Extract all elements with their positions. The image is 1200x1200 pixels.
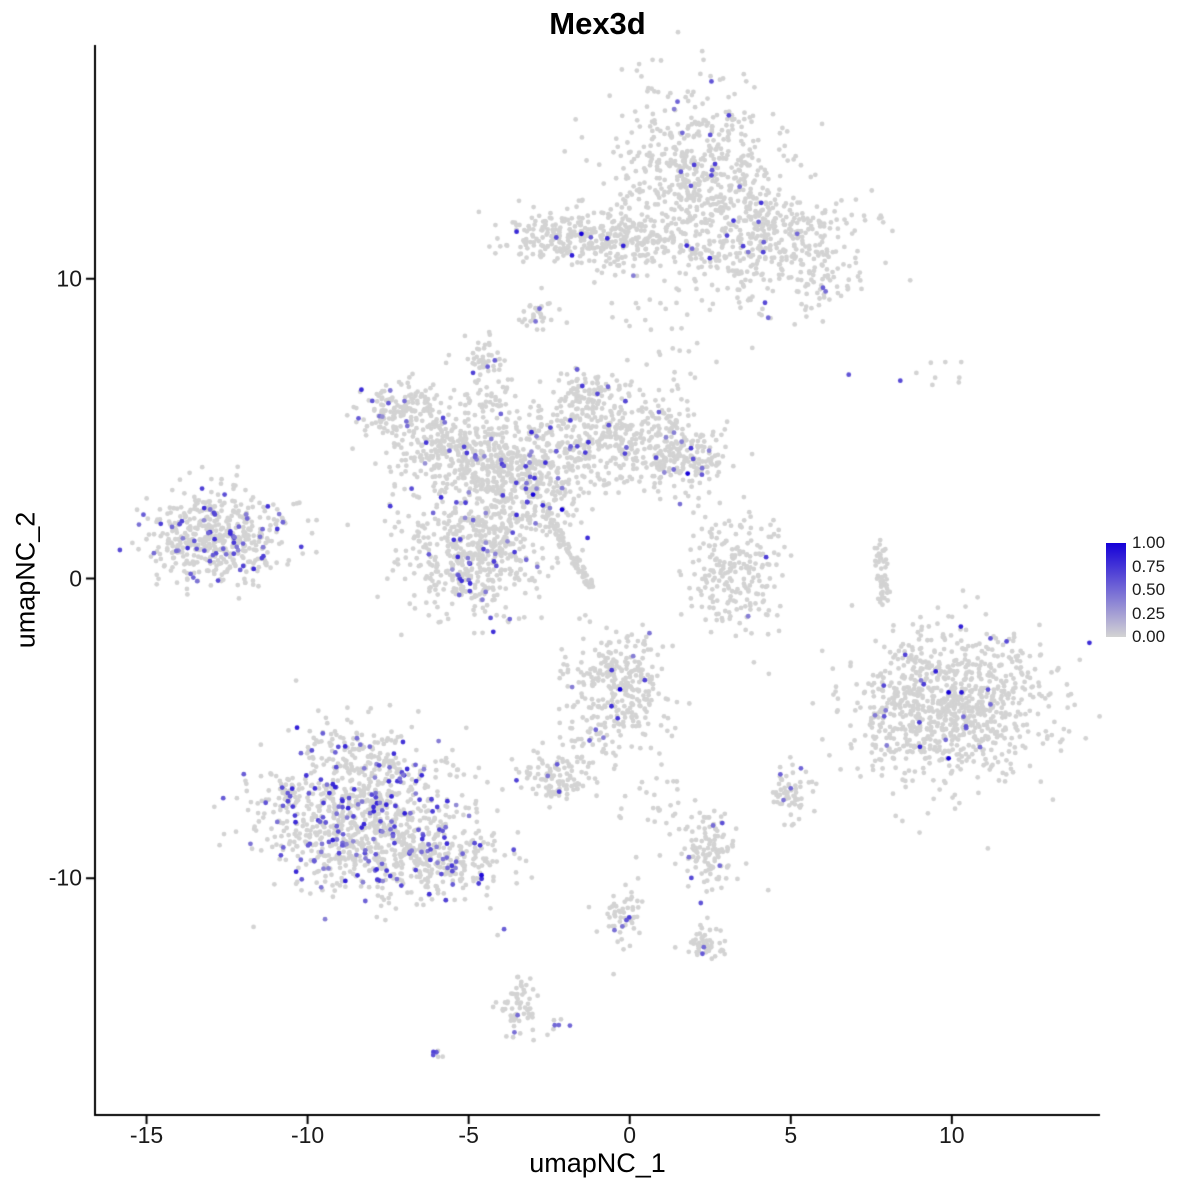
x-axis-title: umapNC_1 <box>529 1148 666 1178</box>
x-tick-label: -15 <box>129 1122 164 1148</box>
y-tick-label: 0 <box>69 565 82 591</box>
x-tick-label: 10 <box>939 1122 965 1148</box>
x-tick-label: -5 <box>458 1122 479 1148</box>
x-tick-label: 0 <box>623 1122 637 1148</box>
x-tick-label: 5 <box>784 1122 798 1148</box>
y-tick-label: 10 <box>56 265 82 292</box>
y-tick-label: -10 <box>48 864 82 891</box>
plot-title: Mex3d <box>549 6 646 41</box>
x-tick-label: -10 <box>290 1122 325 1148</box>
